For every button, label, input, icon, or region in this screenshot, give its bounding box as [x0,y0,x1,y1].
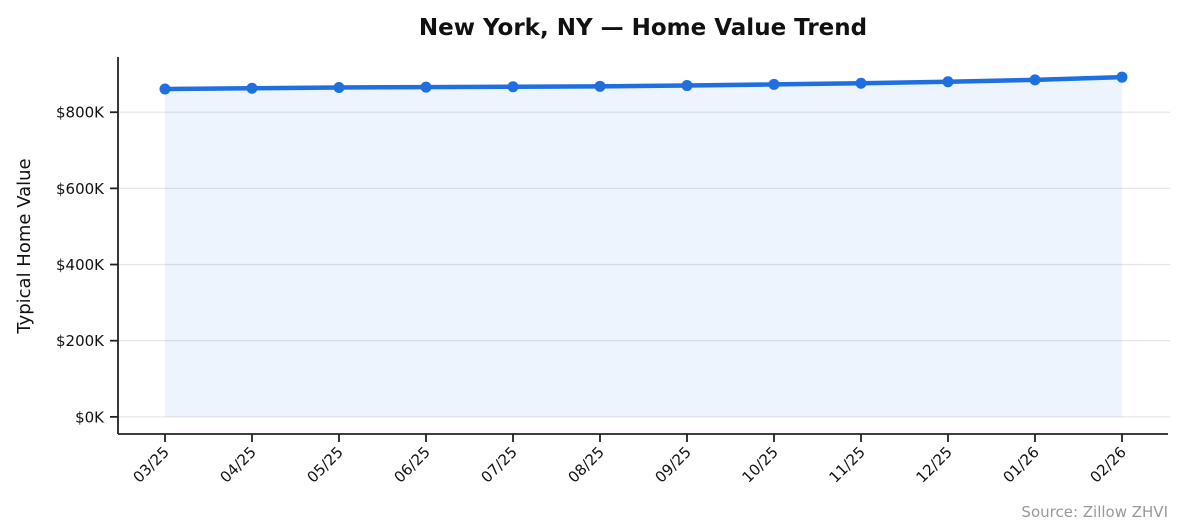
y-tick-label: $800K [56,104,105,122]
x-tick-label: 06/25 [391,443,434,486]
x-tick-label: 12/25 [913,443,956,486]
y-tick-label: $0K [75,408,105,426]
data-point-marker [681,80,693,92]
data-point-marker [942,76,954,88]
trend-line [162,74,1125,92]
area-fill [165,77,1122,417]
x-tick-label: 04/25 [217,443,260,486]
plot-area: $0K $200K $400K $600K $800K 03/25 04/25 05/25 06… [56,57,1170,486]
data-point-marker [855,77,867,89]
data-point-marker [159,83,171,95]
source-note: Source: Zillow ZHVI [1021,503,1168,521]
data-point-marker [246,82,258,94]
x-tick-label: 10/25 [739,443,782,486]
x-tick-label: 09/25 [652,443,695,486]
data-point-marker [594,80,606,92]
y-tick-label: $400K [56,256,105,274]
x-tick-label: 05/25 [304,443,347,486]
x-tick-label: 08/25 [565,443,608,486]
data-point-marker [507,81,519,93]
data-point-marker [768,78,780,90]
chart-title: New York, NY — Home Value Trend [419,15,867,41]
data-point-marker [1116,71,1128,83]
y-tick-label: $600K [56,180,105,198]
data-point-marker [420,81,432,93]
x-tick-label: 03/25 [130,443,173,486]
x-tick-label: 01/26 [1000,443,1043,486]
x-tick-label: 02/26 [1087,443,1130,486]
y-axis-label: Typical Home Value [14,158,35,334]
x-tick-label: 11/25 [826,443,869,486]
y-tick-label: $200K [56,332,105,350]
data-point-marker [333,81,345,93]
x-tick-label: 07/25 [478,443,521,486]
data-point-marker [1029,74,1041,86]
